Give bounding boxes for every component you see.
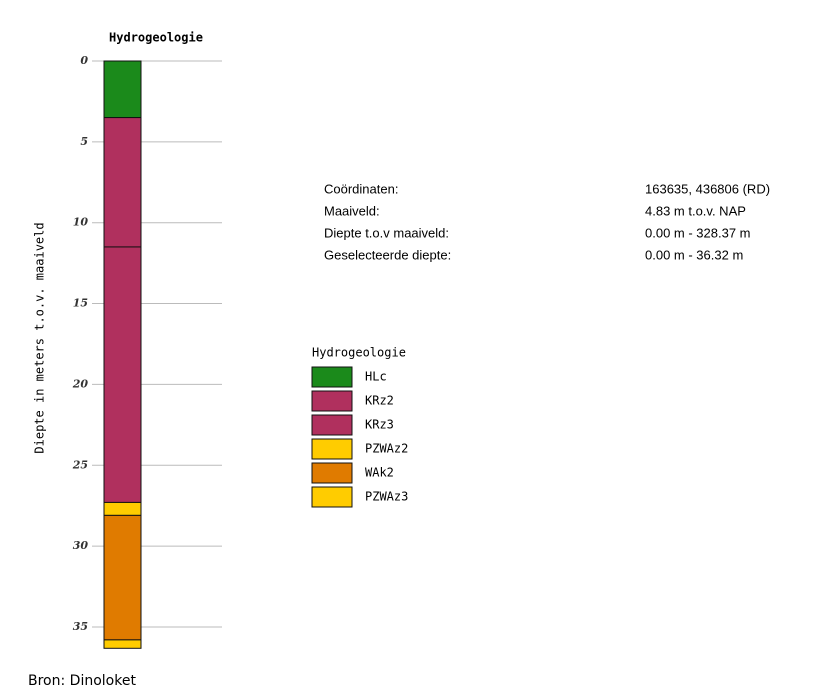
legend-swatch bbox=[311, 414, 353, 436]
layer bbox=[103, 639, 142, 649]
legend-swatch bbox=[311, 390, 353, 412]
y-axis-label: Diepte in meters t.o.v. maaiveld bbox=[33, 222, 47, 453]
info-label: Geselecteerde diepte: bbox=[324, 247, 451, 262]
y-tick-label: 5 bbox=[80, 135, 88, 148]
legend-label: PZWAz2 bbox=[365, 442, 408, 456]
layer bbox=[103, 117, 142, 248]
legend-swatch bbox=[311, 366, 353, 388]
legend-label: WAk2 bbox=[365, 466, 394, 480]
info-label: Diepte t.o.v maaiveld: bbox=[324, 225, 449, 240]
layer bbox=[103, 514, 142, 641]
info-value: 163635, 436806 (RD) bbox=[645, 181, 770, 196]
info-label: Coördinaten: bbox=[324, 181, 398, 196]
legend-label: HLc bbox=[365, 370, 387, 384]
legend-title: Hydrogeologie bbox=[312, 346, 406, 360]
y-tick-label: 20 bbox=[72, 377, 89, 390]
legend-label: KRz2 bbox=[365, 394, 394, 408]
info-value: 0.00 m - 36.32 m bbox=[645, 247, 743, 262]
info-value: 0.00 m - 328.37 m bbox=[645, 225, 751, 240]
y-tick-label: 25 bbox=[72, 458, 88, 471]
source: Bron: Dinoloket bbox=[28, 673, 136, 689]
info-label: Maaiveld: bbox=[324, 203, 380, 218]
layer bbox=[103, 501, 142, 516]
y-tick-label: 35 bbox=[73, 620, 88, 633]
legend-label: KRz3 bbox=[365, 418, 394, 432]
chart-title: Hydrogeologie bbox=[109, 31, 203, 45]
info-value: 4.83 m t.o.v. NAP bbox=[645, 203, 746, 218]
y-tick-label: 15 bbox=[73, 297, 88, 310]
legend-swatch bbox=[311, 486, 353, 508]
legend-swatch bbox=[311, 438, 353, 460]
y-tick-label: 10 bbox=[73, 216, 89, 229]
legend-swatch bbox=[311, 462, 353, 484]
legend-label: PZWAz3 bbox=[365, 490, 408, 504]
layer bbox=[103, 246, 142, 503]
y-tick-label: 30 bbox=[73, 539, 89, 552]
layer bbox=[103, 60, 142, 119]
y-tick-label: 0 bbox=[80, 54, 88, 67]
